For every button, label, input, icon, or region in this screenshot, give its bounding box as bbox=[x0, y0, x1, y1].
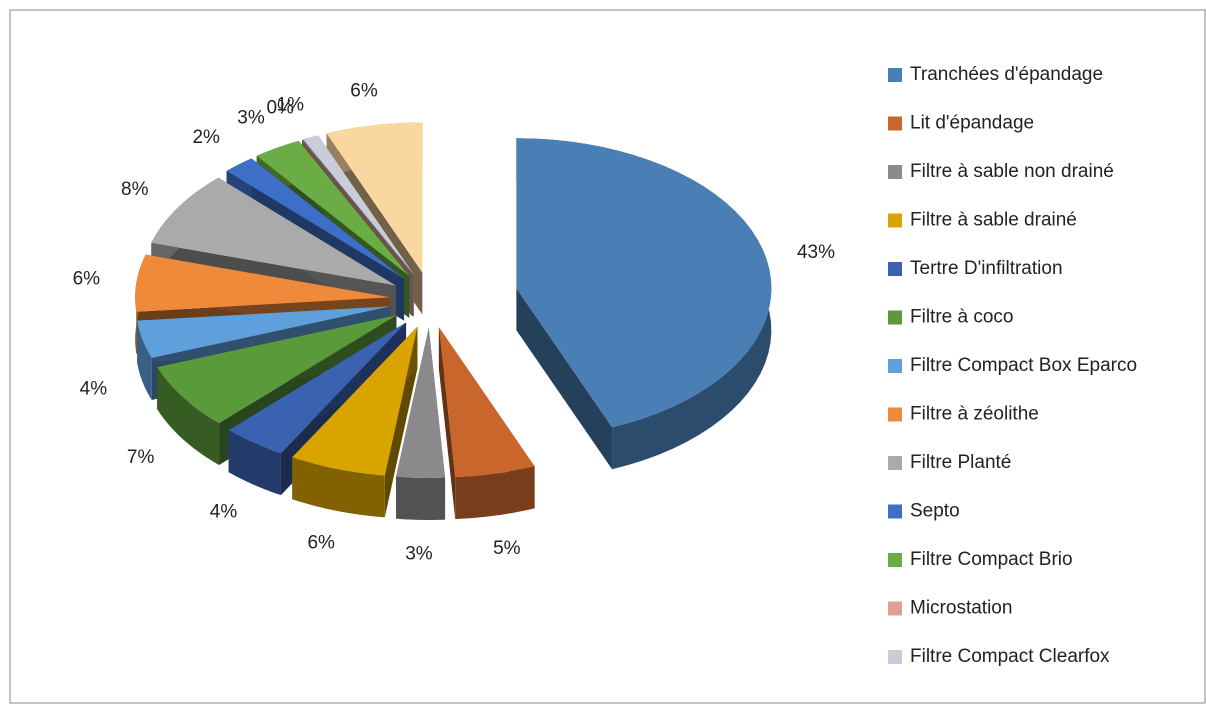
data-label: 6% bbox=[73, 269, 101, 290]
legend-label: Filtre à sable non drainé bbox=[910, 161, 1114, 182]
slice-top bbox=[292, 326, 418, 476]
legend-swatch bbox=[888, 456, 902, 470]
slice-top bbox=[135, 254, 391, 312]
legend-swatch bbox=[888, 407, 902, 422]
data-label: 3% bbox=[237, 107, 265, 128]
slice-rim bbox=[137, 320, 152, 401]
slice-rim bbox=[228, 430, 281, 496]
legend-swatch bbox=[888, 116, 902, 131]
slice-rim bbox=[396, 476, 446, 520]
data-label: 4% bbox=[210, 501, 238, 522]
slice-top bbox=[157, 315, 397, 424]
legend-label: Filtre Compact Brio bbox=[910, 549, 1073, 570]
data-label: 43% bbox=[797, 242, 835, 263]
slice-top bbox=[226, 158, 405, 279]
legend-swatch bbox=[888, 68, 902, 82]
legend-swatch bbox=[888, 165, 902, 179]
slice-side bbox=[438, 327, 456, 519]
legend-swatch bbox=[888, 310, 902, 325]
slice-top bbox=[228, 322, 407, 454]
slice-rim bbox=[455, 466, 535, 519]
legend-label: Filtre Compact Box Eparco bbox=[910, 355, 1137, 376]
legend-label: Filtre Compact Clearfox bbox=[910, 646, 1110, 667]
legend-label: Tranchées d'épandage bbox=[910, 64, 1103, 85]
pie-slice bbox=[396, 327, 446, 520]
pie-slice bbox=[516, 138, 772, 470]
legend-swatch bbox=[888, 213, 902, 228]
slice-top bbox=[302, 139, 413, 275]
data-label: 6% bbox=[350, 80, 378, 101]
pie-slice bbox=[292, 326, 418, 518]
slice-top bbox=[516, 138, 772, 428]
data-label: 6% bbox=[307, 533, 335, 554]
legend-label: Filtre Planté bbox=[910, 452, 1011, 473]
legend-label: Tertre D'infiltration bbox=[910, 258, 1063, 279]
slice-rim bbox=[157, 367, 220, 466]
slice-side bbox=[516, 288, 613, 470]
legend-label: Lit d'épandage bbox=[910, 113, 1034, 134]
legend-label: Filtre à zéolithe bbox=[910, 404, 1039, 425]
legend-label: Filtre à sable drainé bbox=[910, 210, 1077, 231]
slice-top bbox=[256, 140, 410, 277]
data-label: 7% bbox=[127, 447, 155, 468]
slice-top bbox=[137, 306, 392, 359]
data-label: 1% bbox=[277, 95, 305, 116]
legend-swatch bbox=[888, 359, 902, 373]
slice-top bbox=[396, 327, 446, 478]
data-label: 3% bbox=[405, 543, 433, 564]
legend-label: Microstation bbox=[910, 598, 1012, 619]
data-label: 4% bbox=[80, 378, 108, 399]
legend-swatch bbox=[888, 262, 902, 276]
slice-top bbox=[326, 122, 423, 273]
slice-top bbox=[303, 135, 414, 275]
pie-slice bbox=[438, 327, 535, 519]
slice-top bbox=[438, 327, 535, 477]
slice-rim bbox=[292, 457, 385, 518]
legend-label: Septo bbox=[910, 501, 960, 522]
legend-label: Filtre à coco bbox=[910, 307, 1013, 328]
legend-swatch bbox=[888, 553, 902, 567]
data-label: 8% bbox=[121, 179, 149, 200]
data-label: 2% bbox=[192, 127, 220, 148]
legend-swatch bbox=[888, 504, 902, 519]
legend-swatch bbox=[888, 650, 902, 664]
data-label: 5% bbox=[493, 538, 521, 559]
data-label: 0% bbox=[266, 98, 294, 119]
legend-swatch bbox=[888, 601, 902, 616]
slice-top bbox=[151, 177, 396, 286]
